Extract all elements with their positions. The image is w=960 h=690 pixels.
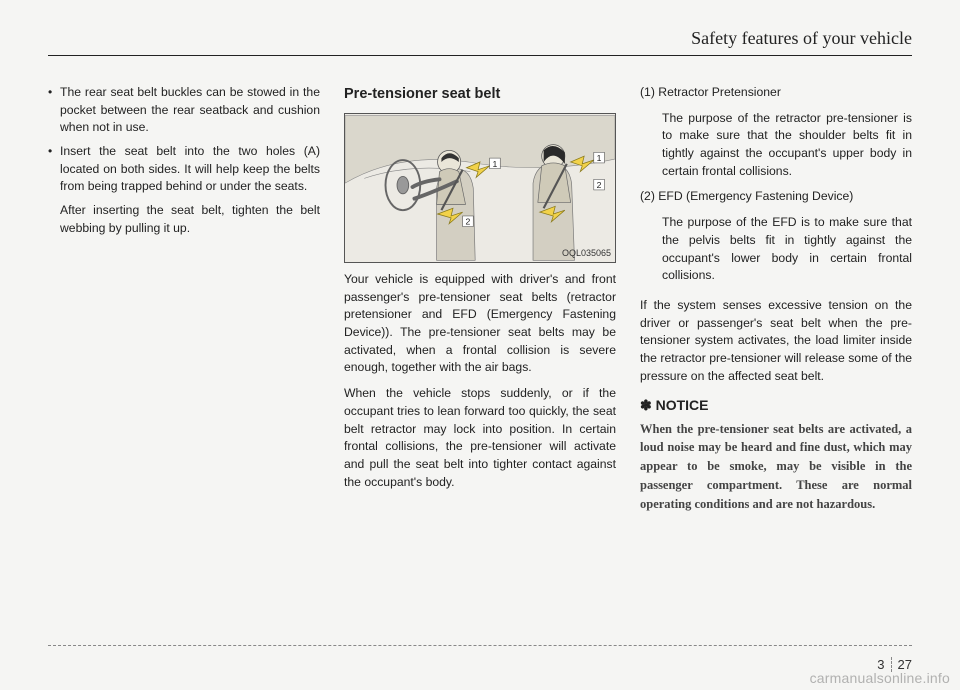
notice-body: When the pre-tensioner seat belts are ac…: [640, 420, 912, 514]
illustration: 1 2 1 2 OQL035065: [344, 113, 616, 263]
section-heading: Pre-tensioner seat belt: [344, 84, 616, 105]
content-columns: • The rear seat belt buckles can be stow…: [48, 84, 912, 513]
bullet-dot: •: [48, 143, 60, 196]
footer-rule: [48, 645, 912, 646]
manual-page: Safety features of your vehicle • The re…: [0, 0, 960, 690]
label-2: 2: [466, 217, 471, 227]
list-item-body: The purpose of the retractor pre-tension…: [662, 110, 912, 181]
paragraph: Your vehicle is equipped with driver's a…: [344, 271, 616, 377]
column-3: (1) Retractor Pretensioner The purpose o…: [640, 84, 912, 513]
paragraph: If the system senses excessive tension o…: [640, 297, 912, 385]
seatbelt-illustration: 1 2 1 2: [345, 114, 615, 262]
bullet-item: • Insert the seat belt into the two hole…: [48, 143, 320, 196]
bullet-text: Insert the seat belt into the two holes …: [60, 143, 320, 196]
label-2b: 2: [597, 180, 602, 190]
paragraph: After inserting the seat belt, tighten t…: [60, 202, 320, 237]
column-1: • The rear seat belt buckles can be stow…: [48, 84, 320, 513]
notice-heading: ✽ NOTICE: [640, 395, 912, 415]
figure-code: OQL035065: [562, 247, 611, 260]
list-item-title: (2) EFD (Emergency Fastening Device): [640, 188, 912, 206]
chapter-header: Safety features of your vehicle: [48, 28, 912, 56]
label-1: 1: [493, 159, 498, 169]
paragraph: When the vehicle stops suddenly, or if t…: [344, 385, 616, 491]
list-item-title: (1) Retractor Pretensioner: [640, 84, 912, 102]
bullet-text: The rear seat belt buckles can be stowed…: [60, 84, 320, 137]
column-2: Pre-tensioner seat belt: [344, 84, 616, 513]
bullet-item: • The rear seat belt buckles can be stow…: [48, 84, 320, 137]
watermark: carmanualsonline.info: [810, 670, 950, 686]
list-item-body: The purpose of the EFD is to make sure t…: [662, 214, 912, 285]
bullet-dot: •: [48, 84, 60, 137]
label-1b: 1: [597, 153, 602, 163]
